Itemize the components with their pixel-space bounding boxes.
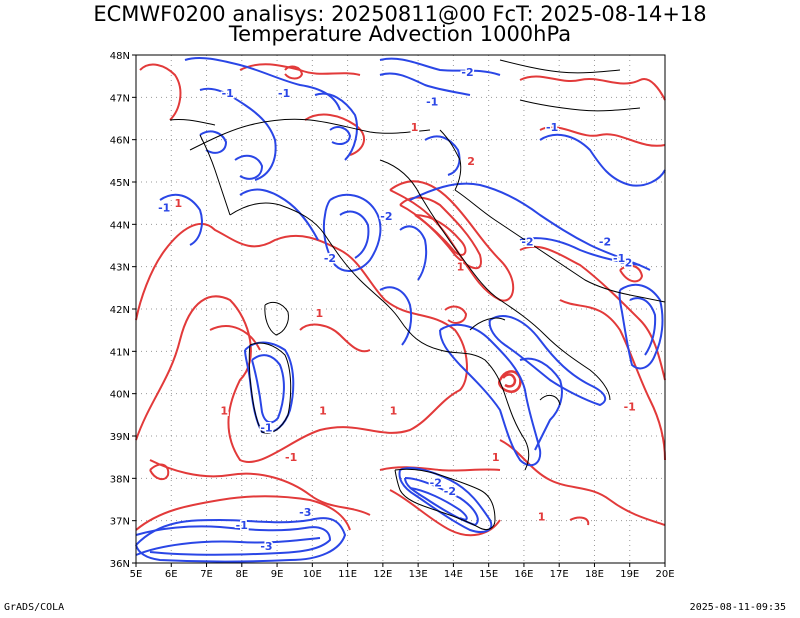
contour-label: 1 xyxy=(390,405,398,418)
lon-tick-label: 11E xyxy=(338,569,357,580)
contour-label: -2 xyxy=(380,210,392,223)
lon-tick-label: 7E xyxy=(200,569,213,580)
coastlines xyxy=(169,59,666,531)
lon-tick-label: 17E xyxy=(550,569,569,580)
lat-tick-label: 40N xyxy=(110,390,130,401)
contour-field xyxy=(135,56,666,563)
contour-label: -2 xyxy=(599,235,611,248)
lon-tick-label: 13E xyxy=(409,569,428,580)
lat-tick-label: 48N xyxy=(110,51,130,62)
lon-tick-label: 6E xyxy=(165,569,178,580)
contour-label: -2 xyxy=(444,485,456,498)
contour-label: -1 xyxy=(158,201,170,214)
lon-tick-label: 8E xyxy=(235,569,248,580)
contour-label: 1 xyxy=(220,405,228,418)
lon-tick-label: 19E xyxy=(620,569,639,580)
lat-tick-label: 38N xyxy=(110,474,130,485)
contour-labels: -1 -1-2-1-1-1-2-2-2 -2-2-1-1-2-2-1-3-31121… xyxy=(157,64,638,554)
lat-tick-label: 36N xyxy=(110,559,130,570)
contour-label: -2 xyxy=(620,256,632,269)
contour-label: 1 xyxy=(492,451,500,464)
software-credit: GrADS/COLA xyxy=(4,602,65,613)
contour-label: -1 xyxy=(426,96,438,109)
positive-contours xyxy=(135,63,666,537)
contour-label: 2 xyxy=(467,155,475,168)
lon-tick-label: 20E xyxy=(655,569,674,580)
contour-label: 1 xyxy=(174,197,182,210)
contour-label: -1 xyxy=(613,252,625,265)
lon-tick-label: 10E xyxy=(303,569,322,580)
lat-tick-label: 45N xyxy=(110,178,130,189)
lat-tick-label: 43N xyxy=(110,263,130,274)
lat-tick-label: 39N xyxy=(110,432,130,443)
contour-label: -1 xyxy=(260,422,272,435)
contour-label: -1 xyxy=(236,519,248,532)
contour-label: -3 xyxy=(260,540,272,553)
contour-label: -1 xyxy=(278,87,290,100)
contour-label: -2 xyxy=(521,235,533,248)
contour-label: -2 xyxy=(461,66,473,79)
map-subtitle: Temperature Advection 1000hPa xyxy=(228,22,572,46)
axis-ticks: 5E 6E 7E 8E 9E 10E 11E 12E 13E 14E 15E 16E 17E 18E 19E… xyxy=(110,51,675,580)
lon-tick-label: 5E xyxy=(130,569,143,580)
contour-label: 1 xyxy=(319,405,327,418)
contour-label: -1 xyxy=(624,400,636,413)
contour-label: 1 xyxy=(316,307,324,320)
lat-tick-label: 42N xyxy=(110,305,130,316)
lon-tick-label: 12E xyxy=(373,569,392,580)
contour-label: 1 xyxy=(538,510,546,523)
contour-label: 1 xyxy=(411,121,419,134)
contour-label: -2 xyxy=(324,252,336,265)
contour-label: -2 xyxy=(430,477,442,490)
generation-timestamp: 2025-08-11-09:35 xyxy=(689,602,786,613)
lon-tick-label: 9E xyxy=(271,569,284,580)
contour-label: -3 xyxy=(299,506,311,519)
lat-tick-label: 46N xyxy=(110,136,130,147)
lat-tick-label: 44N xyxy=(110,220,130,231)
lat-tick-label: 37N xyxy=(110,517,130,528)
negative-contours xyxy=(135,56,666,563)
contour-label: -1 xyxy=(222,87,234,100)
contour-label: 1 xyxy=(457,261,465,274)
map-title: ECMWF0200 analisys: 20250811@00 FcT: 202… xyxy=(93,2,707,26)
lon-tick-label: 16E xyxy=(514,569,533,580)
lat-tick-label: 41N xyxy=(110,347,130,358)
contour-label: -1 xyxy=(285,451,297,464)
lon-tick-label: 14E xyxy=(444,569,463,580)
contour-label: -1 xyxy=(546,121,558,134)
lat-tick-label: 47N xyxy=(110,93,130,104)
lon-tick-label: 18E xyxy=(585,569,604,580)
lon-tick-label: 15E xyxy=(479,569,498,580)
